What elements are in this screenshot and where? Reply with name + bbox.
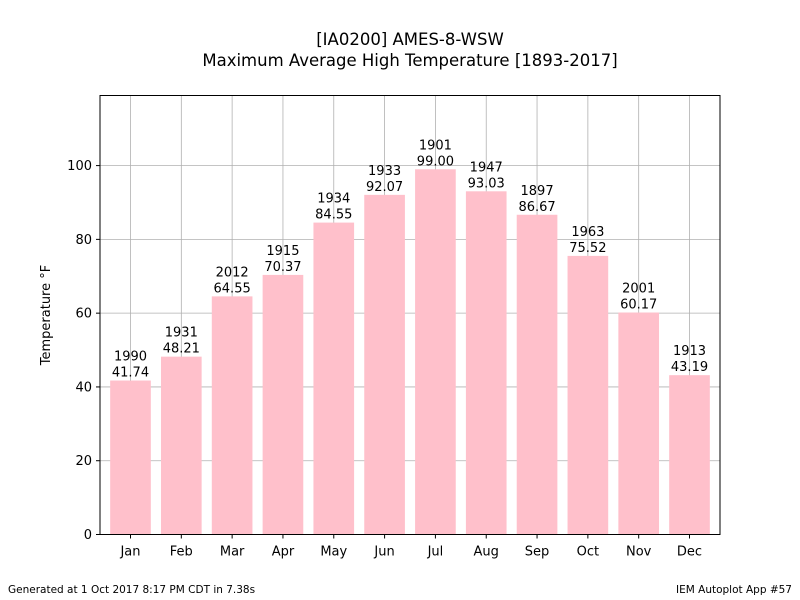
bar-year-label: 1897 [521,184,554,199]
footer-generated-text: Generated at 1 Oct 2017 8:17 PM CDT in 7… [8,584,256,596]
x-tick-label: Aug [474,545,499,560]
x-tick-label: Dec [677,545,702,560]
bar-value-label: 93.03 [468,176,505,191]
footer-app-text: IEM Autoplot App #57 [676,584,792,596]
bar-value-label: 99.00 [417,154,454,169]
x-tick-label: Jul [427,545,444,560]
bar-year-label: 1931 [165,326,198,341]
bar-value-label: 41.74 [112,366,149,381]
bar [364,194,405,535]
chart-title-line-2: Maximum Average High Temperature [1893-2… [202,51,617,70]
bar-value-label: 70.37 [264,260,301,275]
x-tick-label: Jan [119,545,140,560]
y-tick-label: 80 [75,233,92,248]
bar-value-label: 86.67 [518,200,555,215]
bar [567,255,609,535]
bar-value-label: 75.52 [569,241,606,256]
y-tick-label: 100 [67,159,92,174]
bar-year-label: 1913 [673,344,706,359]
bar-value-label: 64.55 [214,281,251,296]
bar-year-label: 2001 [622,282,655,297]
bar-year-label: 1947 [470,160,503,175]
x-tick-label: Feb [170,545,193,560]
bar-value-label: 60.17 [620,298,657,313]
bar-year-label: 2012 [216,265,249,280]
y-axis: 0 20 40 60 80 100 [67,159,100,543]
y-tick-label: 40 [75,380,92,395]
bar-value-label: 92.07 [366,180,403,195]
x-tick-label: Jun [373,545,394,560]
y-tick-label: 60 [75,307,92,322]
bar-year-label: 1915 [266,244,299,259]
bar [618,312,660,535]
y-axis-label: Temperature °F [39,265,54,366]
y-tick-label: 0 [84,528,92,543]
y-tick-label: 20 [75,454,92,469]
bar-value-label: 43.19 [671,360,708,375]
bar [465,191,507,535]
bar-year-label: 1990 [114,350,147,365]
x-tick-label: Nov [626,545,652,560]
bar-value-label: 48.21 [163,342,200,357]
bar-year-label: 1934 [317,192,350,207]
bar-value-label: 84.55 [315,208,352,223]
bar [110,380,151,535]
bar [160,356,202,535]
x-tick-label: Oct [577,545,599,560]
bar-year-label: 1933 [368,164,401,179]
bar [415,169,456,535]
x-tick-label: May [320,545,347,560]
bar [211,296,253,535]
x-tick-label: Mar [220,545,245,560]
bar [669,375,710,535]
bar-year-label: 1901 [419,138,452,153]
plot-frame [99,95,721,535]
x-tick-label: Sep [525,545,550,560]
x-tick-label: Apr [272,545,295,560]
bar [516,214,558,535]
bar-year-label: 1963 [571,225,604,240]
bar [262,274,304,535]
bars-layer [110,169,710,535]
chart-title-line-1: [IA0200] AMES-8-WSW [316,30,504,49]
bar [313,222,355,535]
x-axis: Jan Feb Mar Apr May Jun Jul Aug Sep Oct Nov Dec [119,534,702,560]
